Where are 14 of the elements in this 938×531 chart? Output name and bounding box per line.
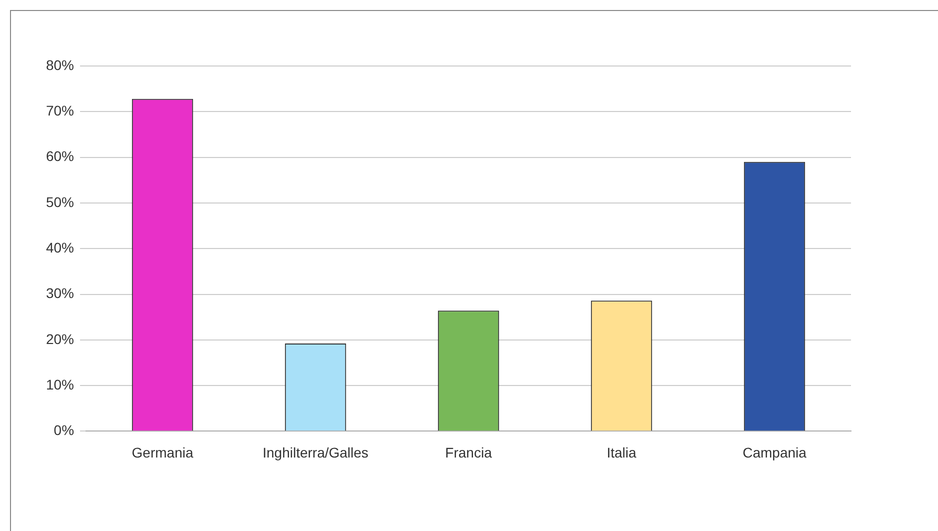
y-tick-label: 0% xyxy=(54,422,74,438)
y-tick-label: 40% xyxy=(46,239,74,256)
y-tick-label: 30% xyxy=(46,285,74,302)
x-tick-label: Campania xyxy=(742,444,807,460)
y-tick-label: 50% xyxy=(46,194,74,210)
x-tick-label: Francia xyxy=(445,444,492,460)
y-tick-label: 20% xyxy=(46,330,74,347)
y-tick-label: 70% xyxy=(46,102,74,119)
x-tick-label: Inghilterra/Galles xyxy=(262,444,368,460)
y-tick-label: 80% xyxy=(46,56,74,73)
y-tick-label: 60% xyxy=(46,148,74,164)
x-tick-label: Italia xyxy=(606,444,637,460)
x-tick-label: Germania xyxy=(132,444,194,460)
y-tick-label: 10% xyxy=(46,376,74,392)
